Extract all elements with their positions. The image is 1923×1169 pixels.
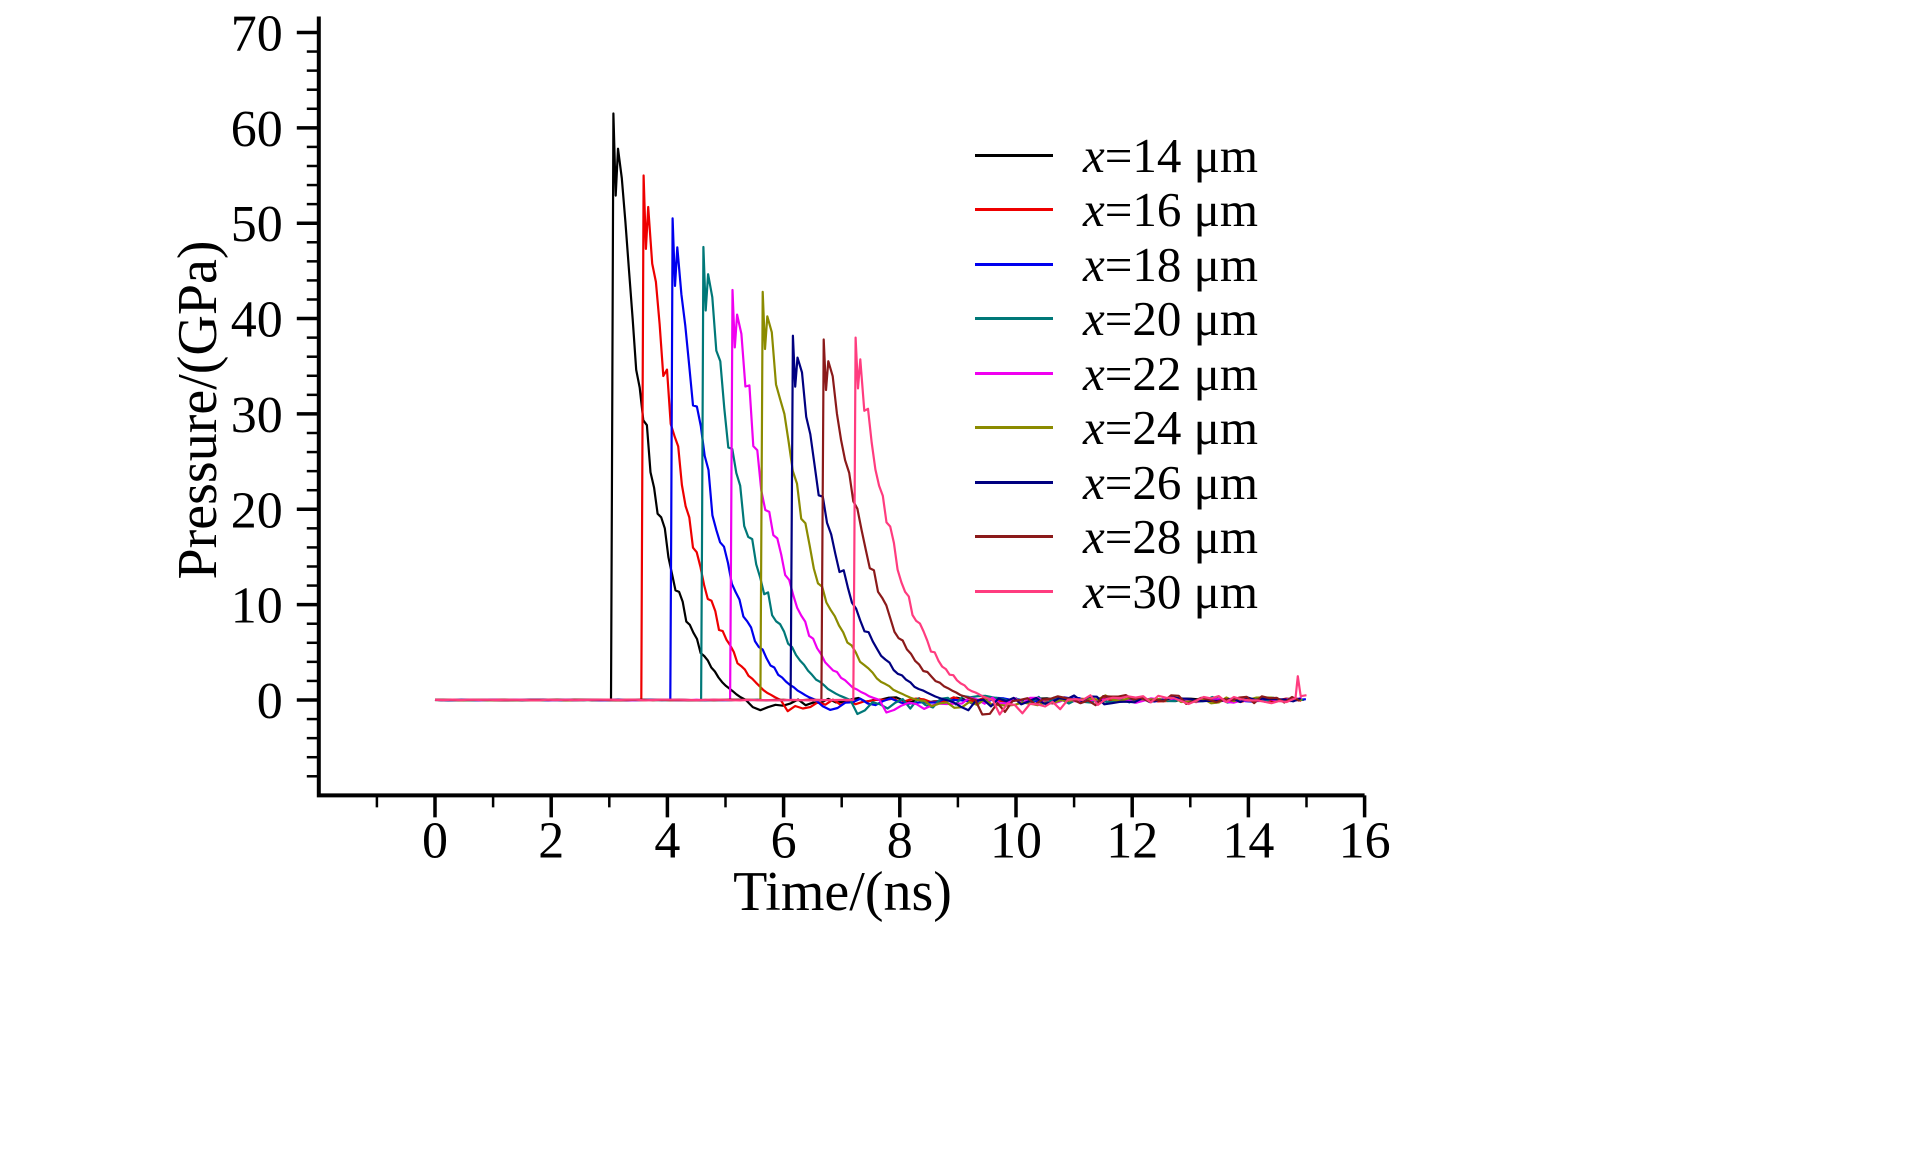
legend: x=14 μm x=16 μm x=18 μm x=20 μm x=22 μm x=24 … bbox=[975, 128, 1258, 619]
legend-label: x=16 μm bbox=[1083, 182, 1259, 238]
x-tick-label: 8 bbox=[887, 812, 913, 869]
y-axis-title: Pressure/(GPa) bbox=[167, 240, 229, 580]
y-tick-label: 40 bbox=[231, 292, 283, 349]
legend-line-swatch bbox=[975, 153, 1053, 157]
legend-line-swatch bbox=[975, 317, 1053, 321]
legend-item: x=18 μm bbox=[975, 237, 1258, 292]
legend-line-swatch bbox=[975, 262, 1053, 266]
y-tick-label: 30 bbox=[231, 387, 283, 444]
x-tick-label: 14 bbox=[1222, 812, 1274, 869]
y-tick-label: 0 bbox=[257, 673, 283, 730]
legend-label: x=20 μm bbox=[1083, 291, 1259, 347]
x-tick-label: 12 bbox=[1106, 812, 1158, 869]
legend-label: x=24 μm bbox=[1083, 400, 1259, 456]
x-tick-label: 16 bbox=[1339, 812, 1391, 869]
legend-item: x=26 μm bbox=[975, 455, 1258, 510]
legend-item: x=28 μm bbox=[975, 510, 1258, 565]
legend-item: x=20 μm bbox=[975, 292, 1258, 347]
legend-line-swatch bbox=[975, 371, 1053, 375]
x-tick-label: 0 bbox=[422, 812, 448, 869]
x-tick-label: 10 bbox=[990, 812, 1042, 869]
legend-line-swatch bbox=[975, 589, 1053, 593]
x-axis-title: Time/(ns) bbox=[733, 861, 952, 923]
legend-line-swatch bbox=[975, 480, 1053, 484]
y-tick-label: 60 bbox=[231, 101, 283, 158]
series-line-30 bbox=[434, 336, 1307, 716]
y-tick-label: 70 bbox=[231, 5, 283, 62]
legend-item: x=30 μm bbox=[975, 564, 1258, 619]
legend-label: x=28 μm bbox=[1083, 509, 1259, 565]
legend-item: x=22 μm bbox=[975, 346, 1258, 401]
legend-line-swatch bbox=[975, 535, 1053, 539]
y-tick-label: 20 bbox=[231, 482, 283, 539]
x-tick-label: 6 bbox=[771, 812, 797, 869]
legend-item: x=14 μm bbox=[975, 128, 1258, 183]
legend-label: x=30 μm bbox=[1083, 563, 1259, 619]
legend-line-swatch bbox=[975, 208, 1053, 212]
legend-label: x=18 μm bbox=[1083, 236, 1259, 292]
x-tick-label: 2 bbox=[538, 812, 564, 869]
y-tick-label: 50 bbox=[231, 196, 283, 253]
legend-line-swatch bbox=[975, 426, 1053, 430]
legend-item: x=16 μm bbox=[975, 183, 1258, 238]
legend-label: x=22 μm bbox=[1083, 345, 1259, 401]
legend-item: x=24 μm bbox=[975, 401, 1258, 456]
x-tick-label: 4 bbox=[654, 812, 680, 869]
legend-label: x=14 μm bbox=[1083, 127, 1259, 183]
y-tick-label: 10 bbox=[231, 578, 283, 635]
legend-label: x=26 μm bbox=[1083, 454, 1259, 510]
